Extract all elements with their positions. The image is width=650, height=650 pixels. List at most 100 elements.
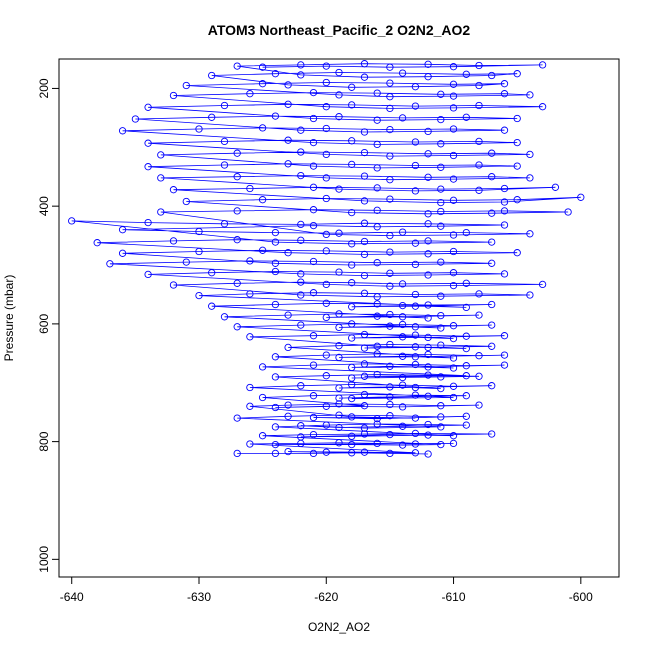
data-point	[233, 449, 241, 458]
data-point	[398, 280, 407, 288]
data-point	[144, 163, 152, 171]
data-point	[309, 162, 318, 170]
data-point	[449, 432, 458, 440]
data-point	[271, 259, 280, 267]
data-point	[373, 164, 381, 172]
data-point	[475, 101, 483, 110]
data-point	[157, 151, 165, 159]
data-point	[258, 246, 267, 254]
data-point	[488, 321, 496, 329]
data-point	[284, 81, 292, 89]
data-point	[488, 300, 496, 309]
data-point	[475, 81, 483, 90]
data-layer	[68, 60, 585, 458]
data-point	[195, 291, 203, 300]
data-point	[258, 80, 267, 88]
data-point	[348, 160, 356, 169]
data-point	[475, 61, 483, 70]
data-point	[348, 320, 356, 328]
data-point	[373, 259, 381, 267]
data-point	[475, 161, 483, 169]
data-point	[424, 343, 432, 352]
data-point	[513, 114, 521, 123]
data-point	[500, 184, 509, 193]
y-tick-label: 400	[37, 196, 51, 216]
data-point	[462, 332, 470, 340]
data-point	[411, 323, 420, 331]
data-point	[131, 115, 140, 123]
data-point	[309, 88, 318, 97]
data-point	[398, 333, 407, 341]
data-point	[411, 414, 420, 422]
data-point	[411, 449, 420, 457]
data-point	[297, 71, 305, 79]
data-point	[373, 439, 381, 448]
data-point	[93, 239, 101, 247]
data-point	[297, 422, 305, 430]
data-point	[526, 230, 534, 238]
data-point	[437, 413, 445, 421]
data-point	[500, 221, 509, 229]
data-point	[297, 278, 305, 286]
data-point	[437, 140, 445, 148]
data-point	[424, 220, 432, 228]
data-point	[322, 280, 330, 289]
data-point	[513, 249, 521, 257]
data-point	[386, 79, 394, 87]
data-point	[284, 401, 292, 409]
data-point	[348, 137, 356, 145]
data-point	[271, 440, 280, 449]
data-point	[500, 361, 509, 369]
data-point	[106, 260, 114, 268]
data-point	[246, 184, 254, 193]
data-point	[233, 62, 241, 70]
data-point	[424, 350, 432, 359]
data-point	[411, 360, 420, 369]
data-point	[411, 429, 420, 438]
data-point	[475, 311, 483, 319]
data-point	[157, 208, 165, 216]
data-point	[271, 112, 280, 120]
data-point	[258, 124, 267, 132]
data-point	[233, 279, 241, 287]
data-point	[437, 311, 445, 320]
data-point	[488, 173, 496, 181]
data-point	[182, 258, 190, 266]
data-point	[297, 382, 305, 390]
data-point	[208, 302, 216, 310]
data-point	[475, 290, 483, 298]
data-point	[335, 323, 343, 332]
data-point	[322, 194, 330, 203]
data-point	[424, 150, 432, 158]
data-point	[449, 322, 458, 330]
data-point	[462, 279, 470, 287]
data-point	[322, 372, 330, 380]
data-point	[500, 126, 509, 134]
data-point	[195, 227, 203, 236]
data-point	[297, 291, 305, 299]
data-point	[271, 403, 280, 412]
data-point	[144, 139, 152, 147]
data-point	[386, 125, 394, 134]
data-point	[297, 270, 305, 278]
data-point	[246, 90, 254, 98]
data-point	[437, 423, 445, 431]
data-point	[309, 449, 318, 458]
data-point	[386, 383, 394, 391]
data-point	[322, 402, 330, 410]
data-point	[424, 250, 432, 258]
data-point	[335, 384, 343, 392]
data-point	[258, 63, 267, 71]
data-point	[500, 198, 509, 206]
data-point	[220, 220, 229, 228]
data-point	[309, 332, 318, 340]
data-point	[233, 207, 241, 215]
data-point	[297, 433, 305, 441]
data-point	[144, 218, 152, 227]
data-point	[284, 160, 292, 168]
data-point	[360, 219, 369, 227]
data-point	[513, 162, 521, 170]
data-point	[564, 208, 572, 216]
data-point	[233, 236, 241, 244]
data-point	[437, 222, 445, 230]
